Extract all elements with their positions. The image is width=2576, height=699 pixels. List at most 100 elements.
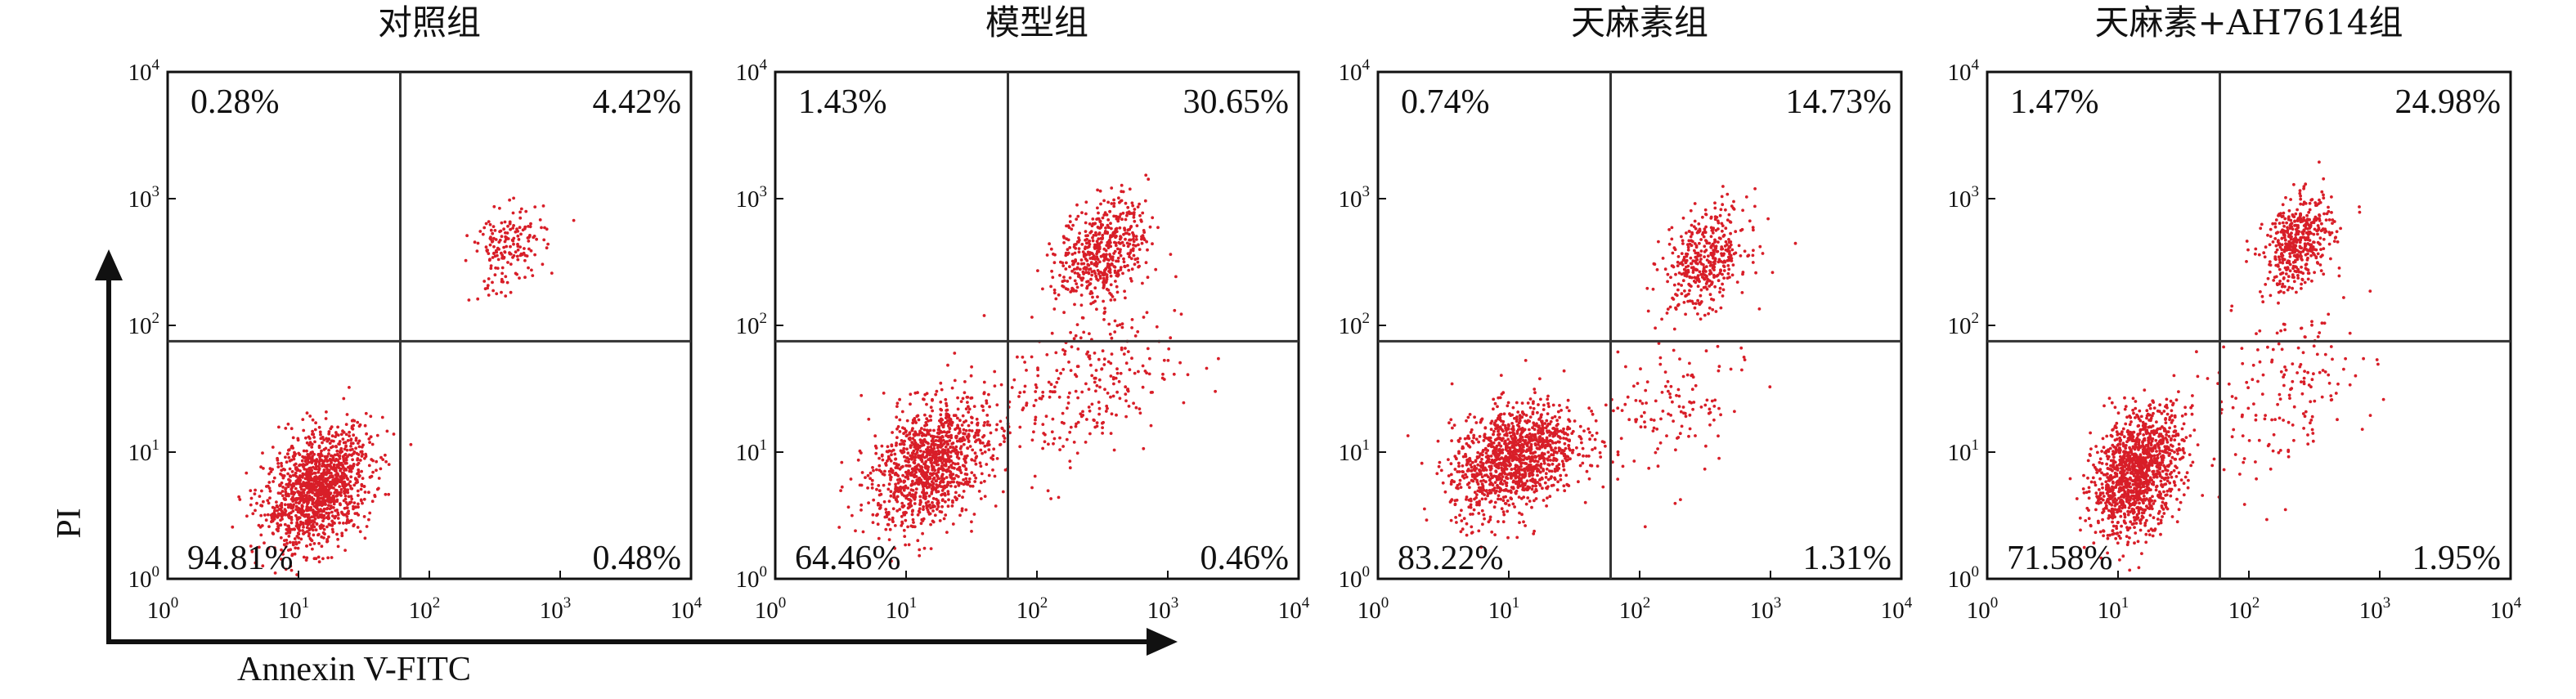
dot	[267, 486, 272, 490]
dot	[1666, 272, 1670, 276]
dot	[1094, 275, 1098, 279]
dot	[1545, 419, 1549, 423]
dot	[325, 495, 329, 499]
dot	[284, 455, 287, 459]
dot	[1591, 448, 1594, 451]
dot	[982, 434, 986, 437]
dot	[1078, 267, 1082, 271]
dot	[272, 480, 275, 483]
dot	[312, 459, 316, 463]
dot	[1478, 435, 1482, 438]
dot	[1147, 177, 1151, 181]
dot	[1744, 195, 1748, 199]
dot	[1552, 456, 1556, 460]
dot	[1497, 437, 1500, 440]
dot	[1558, 440, 1561, 444]
dot	[1465, 475, 1469, 479]
dot	[1517, 481, 1521, 485]
dot	[345, 515, 349, 518]
plot-frame	[774, 70, 1300, 580]
dot	[1091, 217, 1095, 221]
dot	[294, 498, 298, 502]
dot	[1687, 239, 1691, 243]
dot	[911, 518, 915, 522]
dot	[1085, 237, 1088, 241]
dot	[1075, 217, 1079, 221]
dot	[870, 478, 874, 482]
dot	[1087, 388, 1091, 391]
dot	[1542, 499, 1546, 502]
dot	[298, 511, 302, 514]
dot	[260, 489, 263, 493]
dot	[918, 548, 922, 552]
dot	[1520, 436, 1524, 439]
dot	[1542, 403, 1546, 407]
dot	[392, 432, 396, 436]
dot	[1518, 521, 1521, 524]
dot	[316, 493, 321, 497]
dot	[1587, 406, 1591, 410]
dot	[964, 460, 967, 464]
dot	[1560, 459, 1564, 464]
dot	[1473, 497, 1476, 501]
dot	[1084, 230, 1088, 233]
dot	[1546, 443, 1550, 447]
dot	[1524, 474, 1528, 477]
dot	[375, 459, 379, 464]
dot	[1538, 478, 1542, 482]
dot	[1537, 403, 1540, 406]
dot	[1532, 406, 1536, 410]
dot	[345, 491, 349, 495]
dot	[989, 431, 993, 435]
dot	[289, 483, 294, 487]
dot	[887, 469, 891, 473]
dot	[1110, 293, 1113, 297]
dot	[928, 472, 932, 476]
dot	[1095, 383, 1099, 388]
dot	[1542, 408, 1546, 411]
dot	[1136, 205, 1140, 209]
dot	[305, 506, 309, 509]
dot	[1141, 211, 1145, 215]
dot	[1506, 509, 1510, 513]
dot	[1511, 453, 1515, 457]
dot	[311, 509, 315, 512]
dot	[964, 419, 968, 423]
dot	[1122, 352, 1126, 356]
dot	[1101, 223, 1105, 227]
dot	[947, 415, 951, 419]
dot	[289, 506, 294, 510]
dot	[496, 267, 500, 270]
dot	[913, 439, 917, 442]
dot	[348, 434, 351, 438]
dot	[1134, 406, 1138, 410]
dot	[1747, 253, 1751, 258]
dot	[892, 495, 895, 499]
dot	[286, 485, 290, 489]
dot	[866, 486, 869, 490]
dot	[267, 481, 272, 484]
dot	[945, 468, 949, 473]
dot	[1699, 260, 1702, 264]
dot	[850, 513, 854, 518]
dot	[1493, 459, 1497, 463]
dot	[1125, 213, 1129, 217]
dot	[327, 448, 330, 452]
dot	[1537, 442, 1540, 446]
dot	[362, 497, 366, 501]
dot	[505, 244, 509, 249]
dot	[280, 505, 284, 509]
dot	[929, 547, 933, 550]
dot	[1129, 238, 1133, 242]
dot	[1542, 461, 1546, 465]
dot	[897, 463, 900, 467]
dot	[1182, 401, 1186, 405]
dot	[1506, 401, 1510, 405]
dot	[280, 558, 283, 561]
dot	[889, 477, 892, 482]
dot	[332, 506, 335, 509]
dot	[1030, 438, 1034, 442]
dot	[263, 541, 266, 544]
dot	[1502, 513, 1506, 517]
dot	[1454, 516, 1457, 519]
